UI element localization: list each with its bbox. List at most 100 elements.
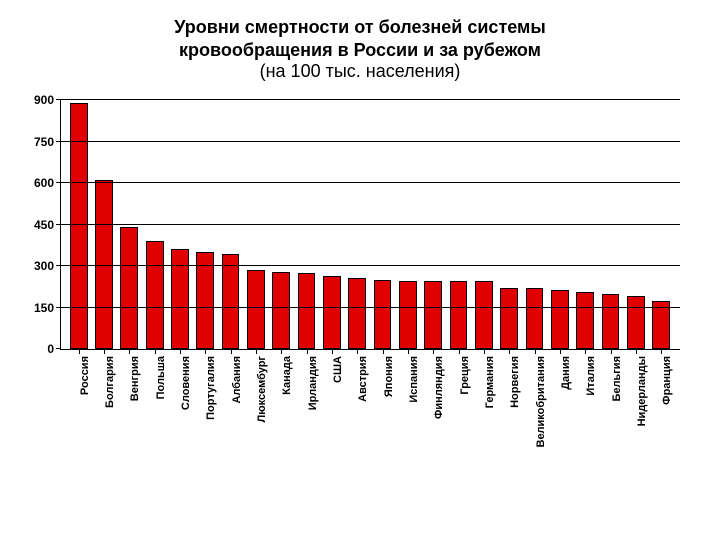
bar <box>120 227 138 349</box>
x-tick-label: Албания <box>231 356 243 404</box>
bars-group <box>60 100 680 349</box>
bar <box>272 272 290 349</box>
x-tick-label: Норвегия <box>509 356 521 408</box>
x-tick <box>281 350 282 354</box>
bar <box>526 288 544 349</box>
bar-slot <box>294 273 319 349</box>
bar-slot <box>370 280 395 349</box>
x-tick <box>636 350 637 354</box>
x-tick <box>129 350 130 354</box>
chart-title-line1: Уровни смертности от болезней системы <box>0 16 720 39</box>
x-label-slot: Испания <box>395 350 420 470</box>
x-tick-label: Испания <box>408 356 420 403</box>
x-label-slot: Франция <box>649 350 674 470</box>
bar <box>500 288 518 349</box>
x-tick-label: Ирландия <box>307 356 319 410</box>
bar-slot <box>547 290 572 349</box>
x-tick-label: Финляндия <box>433 356 445 419</box>
bar <box>323 276 341 349</box>
x-tick <box>332 350 333 354</box>
x-label-slot: Норвегия <box>497 350 522 470</box>
x-tick <box>509 350 510 354</box>
y-tick-label: 600 <box>34 176 60 190</box>
chart-title-block: Уровни смертности от болезней системы кр… <box>0 0 720 90</box>
bar-slot <box>218 254 243 349</box>
x-tick-label: Нидерланды <box>636 356 648 426</box>
x-label-slot: Дания <box>547 350 572 470</box>
x-tick-label: Япония <box>383 356 395 397</box>
bar-slot <box>395 281 420 349</box>
bar <box>374 280 392 349</box>
x-tick <box>307 350 308 354</box>
bar <box>222 254 240 349</box>
x-label-slot: Нидерланды <box>623 350 648 470</box>
bar-slot <box>522 288 547 349</box>
x-tick <box>560 350 561 354</box>
x-tick <box>383 350 384 354</box>
y-tick-label: 0 <box>47 342 60 356</box>
x-label-slot: Австрия <box>345 350 370 470</box>
x-tick-label: Венгрия <box>129 356 141 401</box>
y-tick <box>56 99 60 100</box>
bar <box>196 252 214 349</box>
bar-slot <box>598 294 623 349</box>
x-label-slot: Португалия <box>193 350 218 470</box>
x-label-slot: Болгария <box>91 350 116 470</box>
bar-slot <box>497 288 522 349</box>
x-label-slot: США <box>319 350 344 470</box>
bar <box>399 281 417 349</box>
bar <box>576 292 594 349</box>
x-label-slot: Великобритания <box>522 350 547 470</box>
x-tick <box>180 350 181 354</box>
x-tick-label: США <box>332 356 344 383</box>
chart-container: 0150300450600750900 РоссияБолгарияВенгри… <box>60 100 680 470</box>
gridline <box>60 99 680 100</box>
x-tick <box>231 350 232 354</box>
plot-area: 0150300450600750900 <box>60 100 680 350</box>
chart-subtitle: (на 100 тыс. населения) <box>0 61 720 82</box>
x-label-slot: Греция <box>446 350 471 470</box>
x-tick <box>408 350 409 354</box>
x-tick <box>585 350 586 354</box>
x-tick <box>661 350 662 354</box>
x-label-slot: Албания <box>218 350 243 470</box>
x-tick-label: Португалия <box>205 356 217 420</box>
x-label-slot: Финляндия <box>421 350 446 470</box>
bar-slot <box>446 281 471 349</box>
bar <box>298 273 316 349</box>
bar <box>146 241 164 349</box>
x-label-slot: Канада <box>269 350 294 470</box>
y-tick-label: 900 <box>34 93 60 107</box>
x-tick <box>433 350 434 354</box>
x-label-slot: Япония <box>370 350 395 470</box>
bar-slot <box>243 270 268 349</box>
x-label-slot: Венгрия <box>117 350 142 470</box>
gridline <box>60 224 680 225</box>
x-label-slot: Италия <box>573 350 598 470</box>
bar <box>627 296 645 349</box>
x-tick-label: Болгария <box>104 356 116 408</box>
y-tick-label: 750 <box>34 135 60 149</box>
x-tick-label: Польша <box>155 356 167 399</box>
bar <box>247 270 265 349</box>
gridline <box>60 182 680 183</box>
x-label-slot: Бельгия <box>598 350 623 470</box>
x-tick <box>535 350 536 354</box>
x-tick <box>104 350 105 354</box>
x-label-slot: Германия <box>471 350 496 470</box>
bar <box>475 281 493 349</box>
bar <box>602 294 620 349</box>
x-tick <box>155 350 156 354</box>
x-tick-label: Германия <box>484 356 496 408</box>
x-tick <box>484 350 485 354</box>
y-tick <box>56 224 60 225</box>
bar-slot <box>421 281 446 349</box>
y-tick-label: 300 <box>34 259 60 273</box>
x-label-slot: Ирландия <box>294 350 319 470</box>
bar-slot <box>573 292 598 349</box>
x-tick <box>459 350 460 354</box>
bar-slot <box>117 227 142 349</box>
gridline <box>60 141 680 142</box>
x-tick <box>611 350 612 354</box>
x-tick <box>256 350 257 354</box>
